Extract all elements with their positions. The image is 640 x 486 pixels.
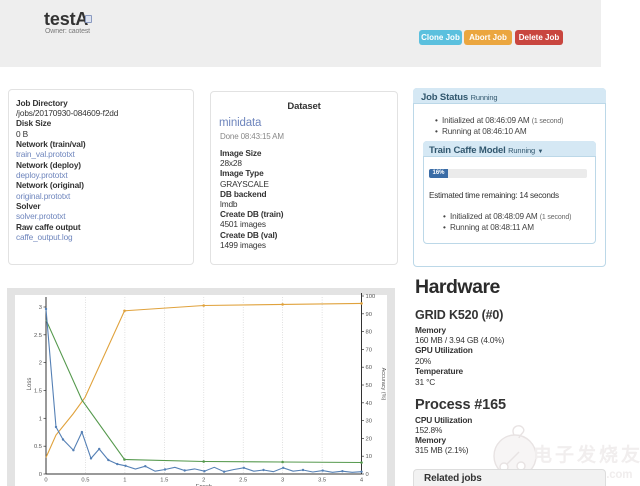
svg-text:0: 0 [39,472,42,478]
svg-text:Accuracy (%): Accuracy (%) [380,368,386,401]
svg-text:Epoch: Epoch [196,484,212,486]
svg-text:电子发烧友: 电子发烧友 [533,443,640,466]
svg-text:1.5: 1.5 [160,478,168,484]
svg-text:4: 4 [360,478,364,484]
svg-text:3.5: 3.5 [318,478,326,484]
svg-text:2: 2 [202,478,205,484]
svg-text:2.5: 2.5 [239,478,247,484]
svg-text:2.5: 2.5 [34,333,42,339]
svg-text:1: 1 [123,478,126,484]
svg-text:0.5: 0.5 [81,478,89,484]
svg-text:2: 2 [39,361,42,367]
svg-text:0: 0 [44,478,47,484]
svg-text:0: 0 [366,472,369,478]
svg-text:30: 30 [366,419,372,425]
svg-text:50: 50 [366,383,372,389]
svg-text:100: 100 [366,294,376,300]
svg-text:3: 3 [281,478,284,484]
svg-text:90: 90 [366,312,372,318]
svg-text:80: 80 [366,330,372,336]
svg-text:0.5: 0.5 [34,444,42,450]
svg-text:60: 60 [366,365,372,371]
svg-text:1: 1 [39,416,42,422]
svg-text:1.5: 1.5 [34,389,42,395]
svg-text:20: 20 [366,436,372,442]
svg-text:3: 3 [39,305,42,311]
svg-text:40: 40 [366,401,372,407]
svg-text:70: 70 [366,347,372,353]
svg-text:Loss: Loss [27,378,33,391]
svg-text:10: 10 [366,454,372,460]
